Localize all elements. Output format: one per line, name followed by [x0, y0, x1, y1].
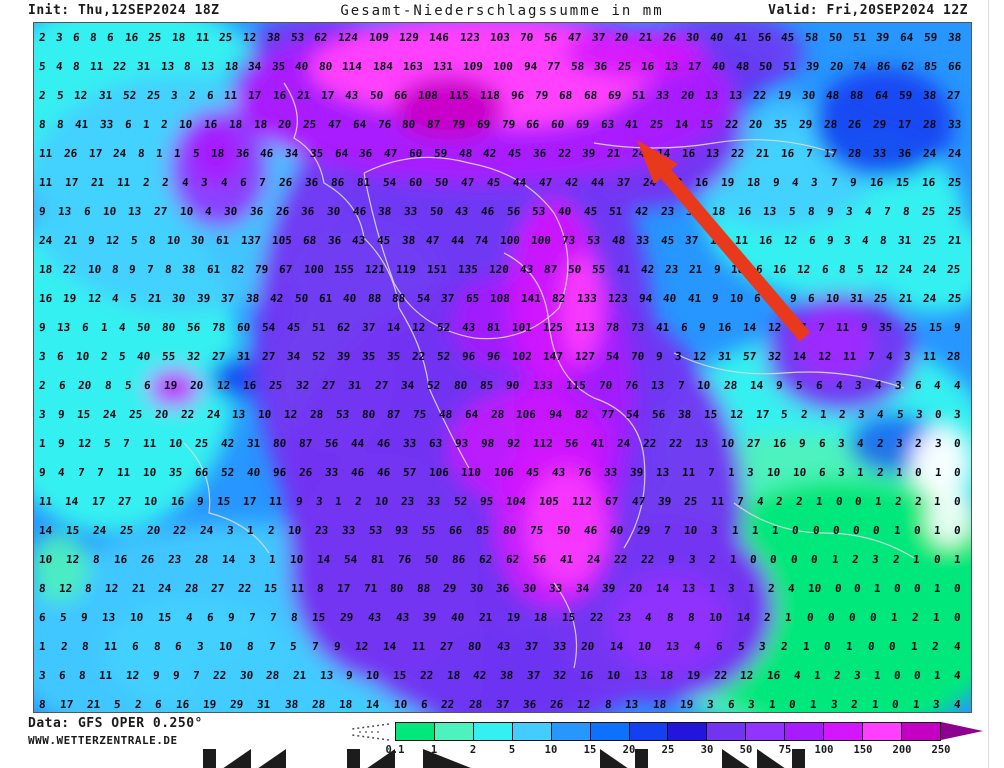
- bar-glyph: [203, 749, 216, 768]
- play-icon: [423, 749, 481, 768]
- skip-to-first-button[interactable]: [203, 749, 286, 768]
- play-button[interactable]: [423, 749, 481, 768]
- right-triangle-icon: [600, 749, 629, 768]
- page-edge-divider: [988, 0, 989, 768]
- left-triangle-icon: [366, 749, 395, 768]
- precipitation-map: 2 3 6 8 6 16 25 18 11 25 12 38 53 62 124 109 129 146 123 10…: [33, 22, 972, 713]
- init-timestamp: Init: Thu,12SEP2024 18Z: [28, 3, 220, 18]
- map-title: Gesamt-Niederschlagssumme in mm: [340, 3, 664, 19]
- left-triangle-icon: [222, 749, 251, 768]
- bar-glyph: [347, 749, 360, 768]
- bar-glyph: [635, 749, 648, 768]
- left-triangle-icon: [257, 749, 286, 768]
- website-label: WWW.WETTERZENTRALE.DE: [28, 734, 178, 747]
- country-borders: [183, 82, 915, 669]
- valid-timestamp: Valid: Fri,20SEP2024 12Z: [768, 3, 968, 18]
- precipitation-field-image: [34, 23, 971, 712]
- map-values-layer: 2 3 6 8 6 16 25 18 11 25 12 38 53 62 124 109 129 146 123 10…: [38, 31, 962, 711]
- data-source-label: Data: GFS OPER 0.250°: [28, 716, 203, 731]
- legend-colorbar: [395, 722, 941, 741]
- right-triangle-icon: [757, 749, 786, 768]
- step-forward-button[interactable]: [600, 749, 648, 768]
- skip-to-last-button[interactable]: [722, 749, 805, 768]
- legend-trace-dots: [351, 723, 390, 741]
- bar-glyph: [792, 749, 805, 768]
- step-back-button[interactable]: [347, 749, 395, 768]
- legend-overflow-arrow: [941, 722, 983, 740]
- right-triangle-icon: [722, 749, 751, 768]
